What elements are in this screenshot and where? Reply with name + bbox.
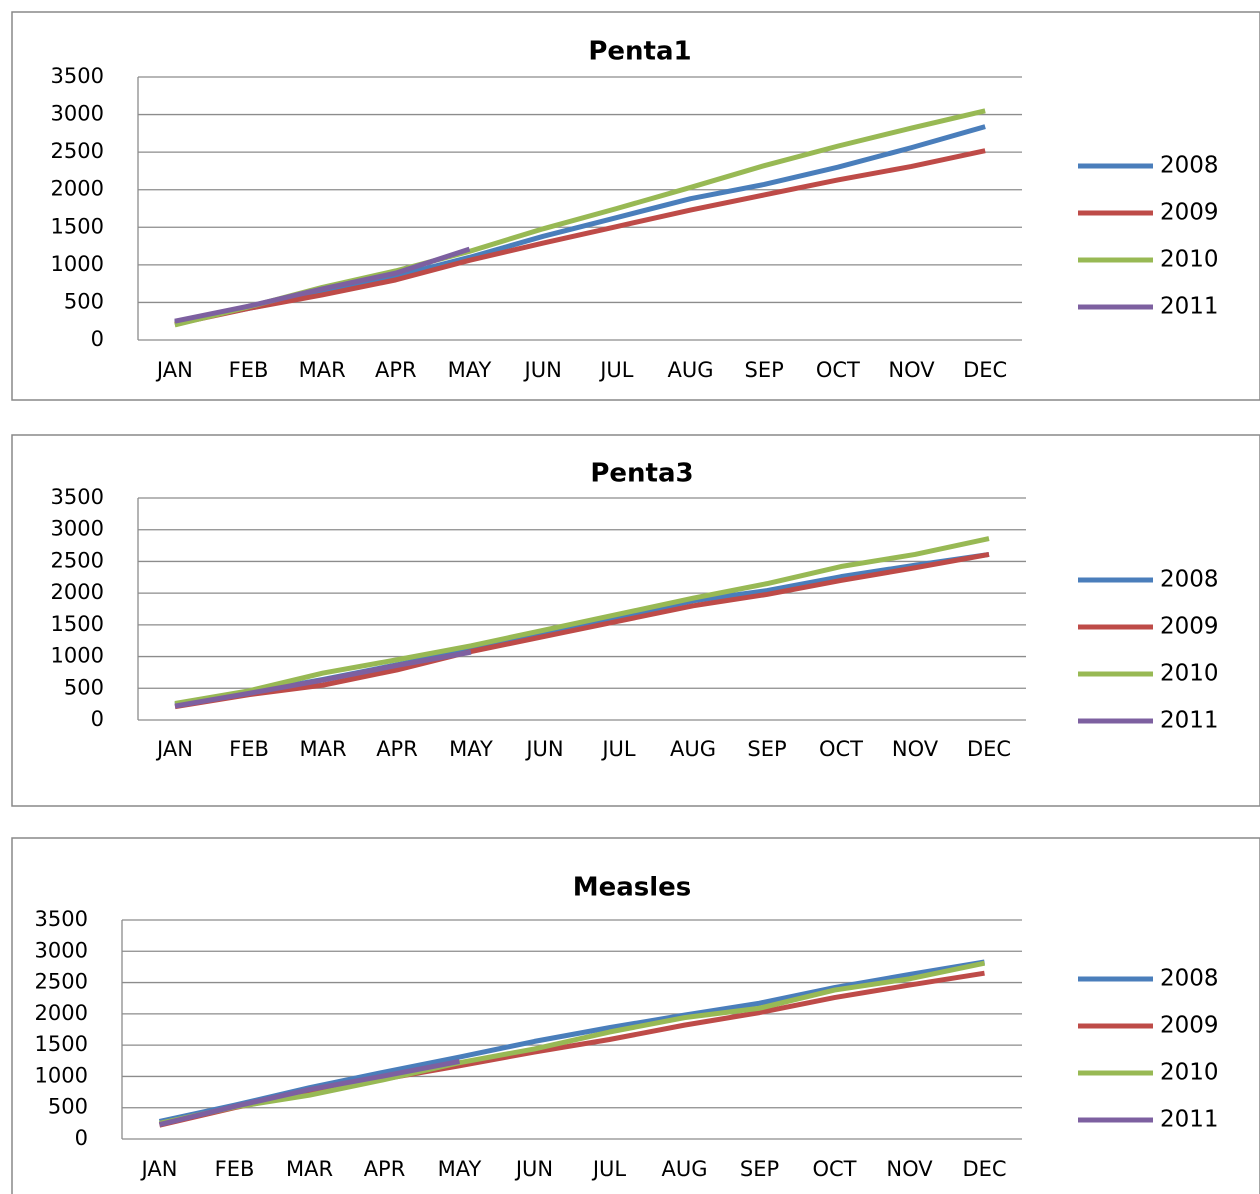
x-tick-label: FEB (229, 737, 269, 761)
series-line (174, 649, 472, 709)
x-tick-label: JAN (155, 358, 193, 382)
x-tick-label: JUN (523, 358, 562, 382)
x-tick-label: FEB (215, 1157, 255, 1181)
legend-label: 2008 (1160, 966, 1219, 992)
legend-label: 2011 (1160, 708, 1219, 734)
x-tick-label: MAY (438, 1157, 482, 1181)
series-line (158, 970, 985, 1128)
y-tick-label: 3000 (51, 517, 104, 541)
y-tick-label: 2500 (35, 970, 88, 994)
chart-frame (11, 434, 1260, 807)
x-tick-label: NOV (888, 358, 935, 382)
y-tick-label: 2000 (35, 1001, 88, 1025)
x-tick-label: AUG (667, 358, 713, 382)
series-line (174, 536, 990, 706)
legend-label: 2008 (1160, 153, 1219, 179)
x-tick-label: DEC (967, 737, 1011, 761)
x-tick-label: MAR (286, 1157, 333, 1181)
x-tick-label: FEB (229, 358, 269, 382)
series-line (174, 148, 986, 327)
series-line (158, 960, 986, 1126)
x-tick-label: AUG (661, 1157, 707, 1181)
legend-label: 2010 (1160, 1060, 1219, 1086)
y-tick-label: 2000 (51, 177, 104, 201)
x-tick-label: MAR (299, 358, 346, 382)
x-tick-label: JUL (598, 358, 634, 382)
x-tick-label: SEP (745, 358, 784, 382)
y-tick-label: 3500 (35, 907, 88, 931)
legend-label: 2009 (1160, 614, 1219, 640)
y-tick-label: 3500 (51, 485, 104, 509)
x-tick-label: SEP (740, 1157, 779, 1181)
x-tick-label: MAR (299, 737, 346, 761)
x-tick-label: NOV (886, 1157, 933, 1181)
chart-frame (11, 837, 1260, 1194)
x-tick-label: APR (364, 1157, 406, 1181)
y-tick-label: 3000 (51, 102, 104, 126)
x-tick-label: MAY (448, 358, 492, 382)
y-tick-label: 3000 (35, 938, 88, 962)
x-tick-label: OCT (819, 737, 863, 761)
y-tick-label: 2000 (51, 580, 104, 604)
series-line (174, 551, 990, 710)
chart-frame (11, 11, 1260, 401)
series-line (174, 246, 471, 324)
y-tick-label: 1500 (51, 612, 104, 636)
legend-label: 2011 (1160, 1107, 1219, 1133)
x-tick-label: JAN (140, 1157, 178, 1181)
x-tick-label: AUG (670, 737, 716, 761)
legend-label: 2010 (1160, 247, 1219, 273)
y-tick-label: 0 (75, 1126, 88, 1150)
y-tick-label: 2500 (51, 139, 104, 163)
x-tick-label: JUN (524, 737, 563, 761)
legend-label: 2009 (1160, 200, 1219, 226)
legend-label: 2011 (1160, 294, 1219, 320)
y-tick-label: 0 (91, 327, 104, 351)
y-tick-label: 0 (91, 707, 104, 731)
y-tick-label: 1000 (51, 644, 104, 668)
y-tick-label: 1500 (35, 1032, 88, 1056)
chart-title: Penta1 (588, 37, 691, 67)
y-tick-label: 500 (64, 675, 104, 699)
x-tick-label: APR (375, 358, 417, 382)
chart-title: Measles (573, 873, 692, 903)
y-tick-label: 500 (48, 1095, 88, 1119)
x-tick-label: JAN (155, 737, 193, 761)
series-line (158, 1058, 460, 1128)
x-tick-label: MAY (449, 737, 493, 761)
y-tick-label: 1000 (35, 1063, 88, 1087)
chart-title: Penta3 (590, 459, 693, 489)
x-tick-label: APR (376, 737, 418, 761)
x-tick-label: OCT (816, 358, 860, 382)
x-tick-label: SEP (747, 737, 786, 761)
y-tick-label: 2500 (51, 548, 104, 572)
legend-label: 2008 (1160, 567, 1219, 593)
x-tick-label: JUL (600, 737, 636, 761)
legend-label: 2010 (1160, 661, 1219, 687)
x-tick-label: JUN (514, 1157, 553, 1181)
y-tick-label: 1500 (51, 214, 104, 238)
x-tick-label: NOV (892, 737, 939, 761)
y-tick-label: 500 (64, 289, 104, 313)
y-tick-label: 1000 (51, 252, 104, 276)
x-tick-label: OCT (812, 1157, 856, 1181)
y-tick-label: 3500 (51, 64, 104, 88)
x-tick-label: JUL (591, 1157, 627, 1181)
x-tick-label: DEC (962, 1157, 1006, 1181)
x-tick-label: DEC (963, 358, 1007, 382)
legend-label: 2009 (1160, 1013, 1219, 1039)
